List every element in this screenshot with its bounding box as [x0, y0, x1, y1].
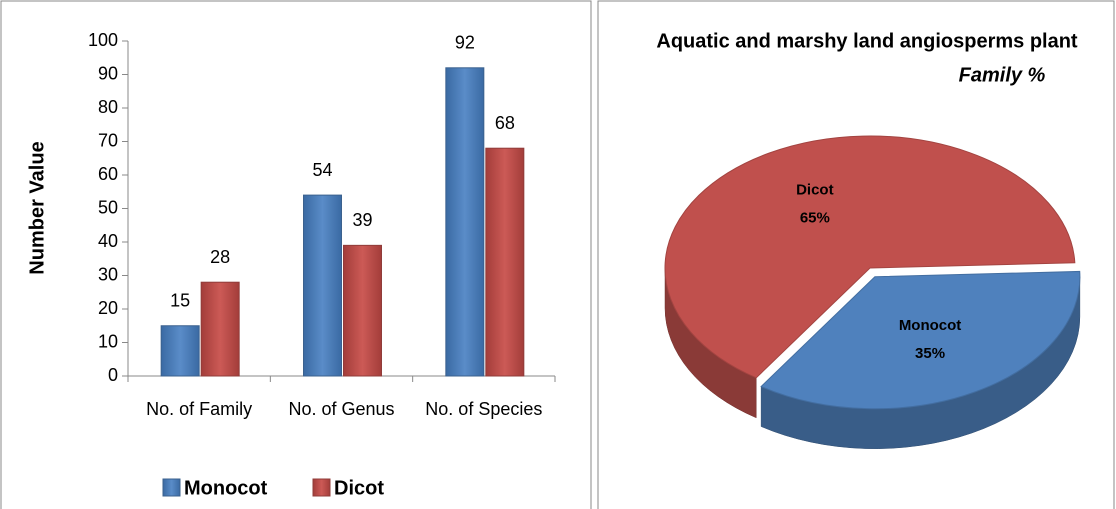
x-tick-label: No. of Species [425, 399, 542, 419]
bar [343, 244, 382, 377]
slice-value-label: 65% [800, 210, 830, 227]
x-tick-label: No. of Genus [288, 399, 394, 419]
y-tick-label: 40 [98, 231, 118, 251]
legend-swatch [312, 478, 331, 497]
bar [445, 67, 485, 377]
slice-name: Monocot [899, 317, 961, 334]
bar-value-label: 68 [495, 113, 515, 133]
y-tick-label: 30 [98, 264, 118, 284]
pie-slice [760, 270, 1081, 410]
y-axis-label: Number Value [26, 141, 48, 274]
bar-value-label: 92 [455, 33, 475, 53]
legend-label: Monocot [184, 477, 268, 499]
y-tick-label: 70 [98, 130, 118, 150]
y-tick-label: 90 [98, 63, 118, 83]
left-panel [0, 0, 592, 509]
y-tick-label: 0 [108, 365, 118, 385]
x-tick-label: No. of Family [146, 399, 252, 419]
bar-value-label: 39 [352, 210, 372, 230]
y-tick-label: 80 [98, 97, 118, 117]
slice-value-label: 35% [915, 345, 945, 362]
slice-name: Dicot [796, 182, 834, 199]
y-tick-label: 60 [98, 164, 118, 184]
y-tick-label: 10 [98, 331, 118, 351]
y-tick-label: 100 [88, 30, 118, 50]
bar-value-label: 28 [210, 247, 230, 267]
y-tick-label: 50 [98, 197, 118, 217]
bar-value-label: 54 [312, 160, 332, 180]
bar [160, 325, 200, 377]
bar [485, 147, 525, 377]
pie-title-emphasis: Family % [959, 64, 1046, 86]
bar [200, 281, 240, 377]
legend-swatch [162, 478, 181, 497]
legend-label: Dicot [334, 477, 384, 499]
pie-slice [664, 135, 1076, 379]
bar-value-label: 15 [170, 291, 190, 311]
pie-title: Aquatic and marshy land angiosperms plan… [656, 30, 1078, 52]
right-panel [597, 0, 1115, 509]
y-tick-label: 20 [98, 298, 118, 318]
bar [303, 194, 342, 377]
